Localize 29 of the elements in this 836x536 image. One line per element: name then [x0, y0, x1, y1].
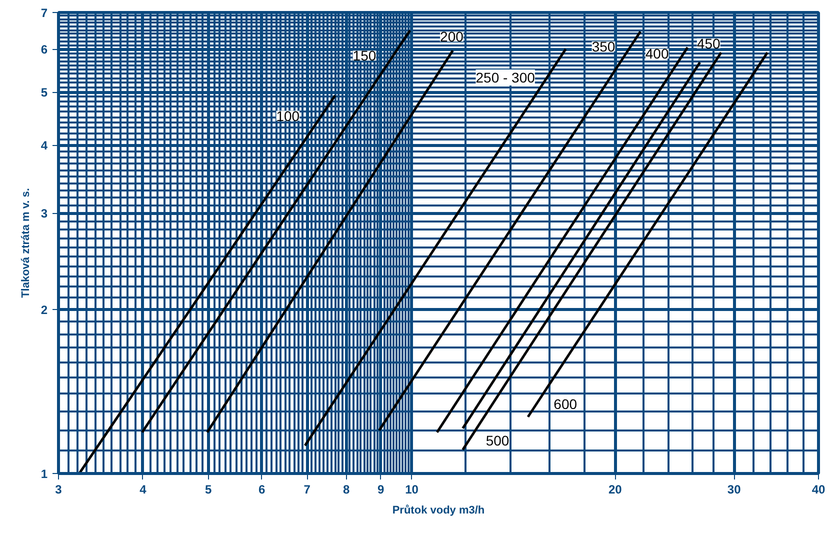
y-tick-label: 6 [40, 42, 48, 57]
annotation: 250 - 300 [476, 70, 536, 86]
x-tick-label: 30 [727, 482, 742, 496]
x-tick-label: 9 [378, 482, 385, 496]
x-tick-label: 8 [342, 482, 350, 496]
x-tick-label: 4 [140, 482, 147, 496]
x-tick-label: 3 [55, 482, 62, 496]
y-tick-label: 3 [40, 206, 48, 221]
x-tick-label: 5 [205, 482, 212, 496]
annotation: 200 [440, 28, 464, 45]
y-tick-label: 1 [40, 467, 48, 481]
annotation: 350 [592, 38, 616, 54]
x-tick-label: 10 [405, 482, 419, 496]
y-tick-label: 7 [40, 6, 48, 20]
annotation: 450 [696, 35, 720, 52]
annotation: 400 [645, 46, 669, 62]
y-tick-label: 4 [40, 138, 48, 153]
x-tick-label: 40 [812, 482, 826, 496]
x-tick-label: 6 [258, 482, 266, 496]
x-tick-label: 7 [304, 482, 311, 496]
y-tick-label: 2 [40, 302, 48, 317]
y-axis-title: Tlaková ztráta m v. s. [20, 188, 32, 298]
annotation: 100 [276, 108, 300, 124]
annotation: 600 [554, 396, 578, 412]
annotation: 500 [486, 432, 510, 448]
x-tick-label: 20 [608, 482, 622, 496]
annotation: 150 [352, 48, 376, 64]
y-tick-label: 5 [40, 86, 48, 100]
x-axis-title: Průtok vody m3/h [392, 504, 485, 516]
